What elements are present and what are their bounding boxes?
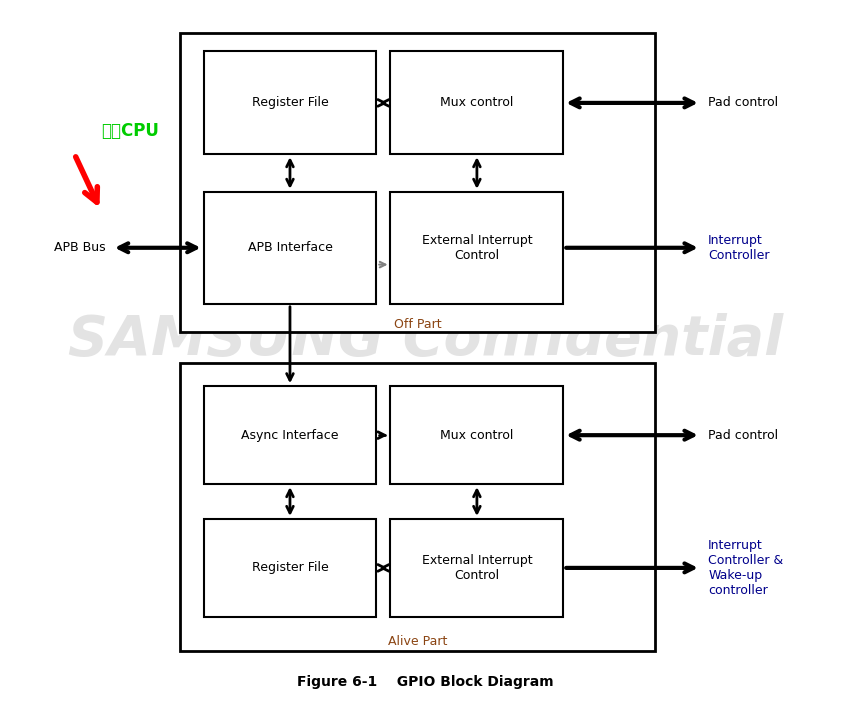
Text: External Interrupt
Control: External Interrupt Control [421,554,532,582]
Text: APB Interface: APB Interface [248,241,333,254]
Bar [203,386,376,484]
Bar [203,519,376,617]
Text: Alive Part: Alive Part [388,635,448,648]
Bar [180,363,655,651]
Text: Mux control: Mux control [440,429,514,442]
Text: 连接CPU: 连接CPU [100,122,158,140]
Text: Pad control: Pad control [708,429,779,442]
Text: Interrupt
Controller: Interrupt Controller [708,234,770,262]
Text: APB Bus: APB Bus [54,241,106,254]
Bar [391,386,563,484]
Text: Interrupt
Controller &
Wake-up
controller: Interrupt Controller & Wake-up controlle… [708,539,784,597]
Text: Pad control: Pad control [708,96,779,109]
Text: Async Interface: Async Interface [241,429,339,442]
Text: Register File: Register File [252,96,328,109]
Text: External Interrupt
Control: External Interrupt Control [421,234,532,262]
Text: Mux control: Mux control [440,96,514,109]
Bar [180,33,655,332]
Bar [391,519,563,617]
Bar [391,192,563,304]
Text: samsung / david.pang at 14:21,2012.05.07: samsung / david.pang at 14:21,2012.05.07 [260,380,591,394]
Text: Register File: Register File [252,561,328,574]
Text: Figure 6-1    GPIO Block Diagram: Figure 6-1 GPIO Block Diagram [297,676,554,689]
Bar [391,52,563,154]
Text: SAMSUNG Confidential: SAMSUNG Confidential [68,313,783,368]
Text: Off Part: Off Part [394,318,442,331]
Bar [203,52,376,154]
Bar [203,192,376,304]
